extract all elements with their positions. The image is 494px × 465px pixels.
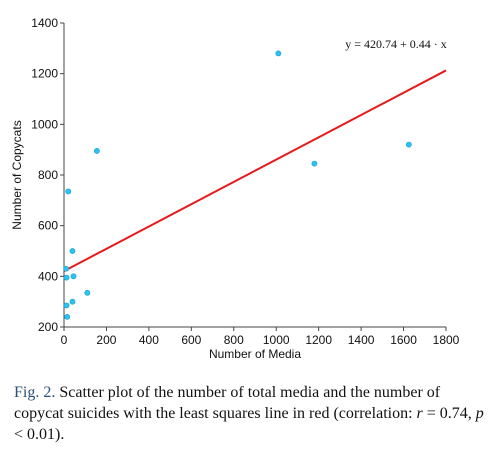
x-tick-label: 600	[181, 333, 201, 347]
data-point	[63, 274, 70, 281]
caption-text: Scatter plot of the number of total medi…	[14, 384, 441, 422]
x-tick-label: 1200	[305, 333, 332, 347]
x-tick-label: 1800	[433, 333, 460, 347]
y-tick-label: 200	[38, 320, 58, 334]
data-point	[63, 265, 70, 272]
x-tick-label: 1000	[263, 333, 290, 347]
x-tick-label: 1400	[348, 333, 375, 347]
y-tick-label: 600	[38, 219, 58, 233]
x-tick-label: 400	[139, 333, 159, 347]
y-tick-label: 800	[38, 168, 58, 182]
caption-r-symbol: r	[416, 405, 423, 422]
data-point	[275, 50, 282, 57]
caption-r-value: = 0.74,	[422, 405, 476, 422]
x-tick-label: 800	[224, 333, 244, 347]
x-tick-label: 1600	[390, 333, 417, 347]
data-point	[64, 313, 71, 320]
points-group	[63, 50, 412, 320]
caption-p-symbol: p	[475, 405, 484, 422]
x-axis-title: Number of Media	[209, 347, 301, 361]
least-squares-line	[63, 69, 447, 272]
data-point	[405, 141, 412, 148]
x-tick-label: 0	[61, 333, 68, 347]
y-tick-label: 400	[38, 269, 58, 283]
data-point	[69, 248, 76, 254]
y-tick-label: 1400	[31, 16, 58, 30]
x-tick-label: 200	[96, 333, 116, 347]
data-point	[65, 188, 72, 195]
data-point	[70, 273, 77, 280]
figure-caption: Fig. 2. Scatter plot of the number of to…	[14, 382, 484, 445]
fit-line-group	[63, 69, 447, 272]
equation-label: y = 420.74 + 0.44 · x	[345, 37, 447, 51]
data-point	[311, 160, 318, 167]
y-tick-label: 1000	[31, 117, 58, 131]
y-tick-label: 1200	[31, 67, 58, 81]
caption-label: Fig. 2.	[14, 384, 56, 401]
data-point	[69, 298, 76, 305]
caption-p-value: < 0.01).	[14, 426, 65, 443]
data-point	[93, 148, 100, 154]
y-axis-title: Number of Copycats	[10, 120, 24, 229]
data-point	[84, 289, 91, 296]
data-point	[63, 302, 70, 309]
